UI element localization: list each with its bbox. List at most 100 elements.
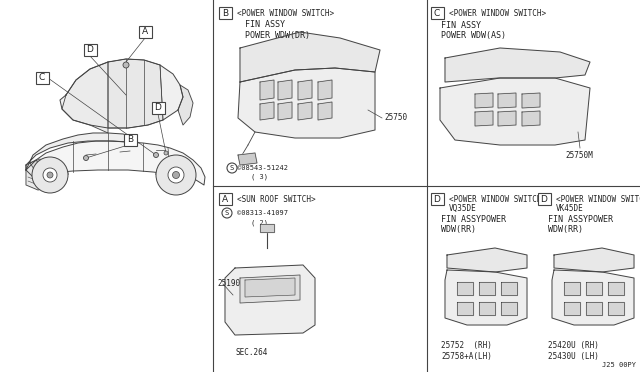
Text: POWER WDW(AS): POWER WDW(AS) bbox=[441, 31, 506, 40]
Circle shape bbox=[227, 163, 237, 173]
Polygon shape bbox=[240, 275, 300, 303]
Polygon shape bbox=[475, 93, 493, 108]
Polygon shape bbox=[26, 160, 50, 190]
Polygon shape bbox=[501, 282, 517, 295]
Circle shape bbox=[164, 151, 168, 155]
Polygon shape bbox=[26, 141, 205, 185]
Text: WDW(RR): WDW(RR) bbox=[441, 225, 476, 234]
Text: <POWER WINDOW SWITCH>: <POWER WINDOW SWITCH> bbox=[237, 9, 334, 17]
Polygon shape bbox=[479, 282, 495, 295]
Polygon shape bbox=[260, 80, 274, 100]
Circle shape bbox=[123, 62, 129, 68]
Bar bbox=[83, 44, 97, 56]
Text: D: D bbox=[433, 195, 440, 203]
Polygon shape bbox=[62, 62, 108, 133]
Polygon shape bbox=[554, 248, 634, 272]
Polygon shape bbox=[240, 32, 380, 82]
Text: FIN ASSYPOWER: FIN ASSYPOWER bbox=[548, 215, 613, 224]
Text: S: S bbox=[225, 210, 229, 216]
Text: 25420U (RH): 25420U (RH) bbox=[548, 341, 599, 350]
Circle shape bbox=[43, 168, 57, 182]
Text: D: D bbox=[155, 103, 161, 112]
Polygon shape bbox=[498, 93, 516, 108]
Text: S: S bbox=[230, 165, 234, 171]
Text: D: D bbox=[541, 195, 547, 203]
Polygon shape bbox=[586, 282, 602, 295]
Text: A: A bbox=[222, 195, 228, 203]
Polygon shape bbox=[564, 302, 580, 315]
Text: ( 2): ( 2) bbox=[251, 219, 268, 225]
Polygon shape bbox=[447, 248, 527, 272]
Bar bbox=[124, 134, 136, 146]
Polygon shape bbox=[298, 102, 312, 120]
Polygon shape bbox=[318, 80, 332, 100]
Polygon shape bbox=[440, 78, 590, 145]
Bar bbox=[152, 102, 164, 114]
Polygon shape bbox=[278, 80, 292, 100]
Text: <SUN ROOF SWITCH>: <SUN ROOF SWITCH> bbox=[237, 195, 316, 203]
Text: ©08313-41097: ©08313-41097 bbox=[237, 210, 288, 216]
Circle shape bbox=[32, 157, 68, 193]
Polygon shape bbox=[564, 282, 580, 295]
Polygon shape bbox=[552, 270, 634, 325]
Text: A: A bbox=[142, 28, 148, 36]
Text: FIN ASSY: FIN ASSY bbox=[441, 21, 481, 30]
Polygon shape bbox=[225, 265, 315, 335]
Polygon shape bbox=[178, 85, 193, 125]
Text: B: B bbox=[127, 135, 133, 144]
Text: B: B bbox=[222, 9, 228, 17]
Polygon shape bbox=[318, 102, 332, 120]
Text: SEC.264: SEC.264 bbox=[235, 348, 268, 357]
Polygon shape bbox=[608, 282, 624, 295]
Polygon shape bbox=[457, 302, 473, 315]
Polygon shape bbox=[522, 111, 540, 126]
Polygon shape bbox=[445, 48, 590, 82]
Polygon shape bbox=[238, 153, 257, 165]
Text: D: D bbox=[86, 45, 93, 55]
Text: 25758+A(LH): 25758+A(LH) bbox=[441, 352, 492, 361]
Text: C: C bbox=[434, 9, 440, 17]
Bar bbox=[218, 7, 232, 19]
Text: 25750: 25750 bbox=[384, 113, 407, 122]
Polygon shape bbox=[108, 59, 163, 128]
Text: POWER WDW(DR): POWER WDW(DR) bbox=[245, 31, 310, 40]
Text: VQ35DE: VQ35DE bbox=[449, 204, 477, 213]
Text: ( 3): ( 3) bbox=[251, 173, 268, 180]
Polygon shape bbox=[245, 278, 295, 297]
Polygon shape bbox=[479, 302, 495, 315]
Circle shape bbox=[47, 172, 53, 178]
Circle shape bbox=[222, 208, 232, 218]
Polygon shape bbox=[445, 270, 527, 325]
Polygon shape bbox=[26, 133, 138, 170]
Text: FIN ASSYPOWER: FIN ASSYPOWER bbox=[441, 215, 506, 224]
Text: VK45DE: VK45DE bbox=[556, 204, 584, 213]
Circle shape bbox=[168, 167, 184, 183]
Circle shape bbox=[156, 155, 196, 195]
Text: 25752  (RH): 25752 (RH) bbox=[441, 341, 492, 350]
Polygon shape bbox=[278, 102, 292, 120]
Bar bbox=[35, 72, 49, 84]
Bar bbox=[538, 193, 550, 205]
Polygon shape bbox=[522, 93, 540, 108]
Polygon shape bbox=[475, 111, 493, 126]
Text: <POWER WINDOW SWITCH>: <POWER WINDOW SWITCH> bbox=[449, 195, 546, 203]
Text: J25 00PY: J25 00PY bbox=[602, 362, 636, 368]
Bar bbox=[218, 193, 232, 205]
Text: FIN ASSY: FIN ASSY bbox=[245, 20, 285, 29]
Text: <POWER WINDOW SWITCH>: <POWER WINDOW SWITCH> bbox=[449, 9, 546, 17]
Bar bbox=[431, 7, 444, 19]
Polygon shape bbox=[260, 224, 274, 232]
Polygon shape bbox=[608, 302, 624, 315]
Polygon shape bbox=[586, 302, 602, 315]
Bar bbox=[431, 193, 444, 205]
Polygon shape bbox=[498, 111, 516, 126]
Polygon shape bbox=[457, 282, 473, 295]
Polygon shape bbox=[298, 80, 312, 100]
Circle shape bbox=[154, 153, 159, 157]
Polygon shape bbox=[30, 159, 44, 169]
Polygon shape bbox=[60, 59, 183, 128]
Text: 25190: 25190 bbox=[217, 279, 240, 288]
Text: 25430U (LH): 25430U (LH) bbox=[548, 352, 599, 361]
Polygon shape bbox=[238, 68, 375, 138]
Text: WDW(RR): WDW(RR) bbox=[548, 225, 583, 234]
